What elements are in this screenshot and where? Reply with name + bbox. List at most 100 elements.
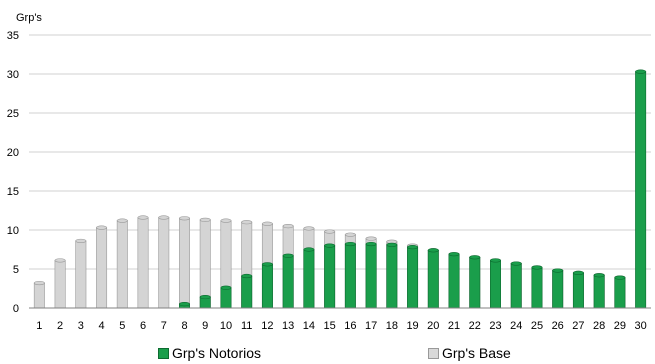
legend-label-notorios: Grp's Notorios	[172, 345, 262, 361]
bar-notorios	[324, 245, 336, 309]
x-tick-label: 19	[406, 320, 418, 332]
y-tick-label: 25	[7, 108, 19, 120]
bar-notorios-top	[552, 268, 564, 273]
bar-notorios	[220, 287, 232, 309]
bar-notorios	[344, 243, 356, 309]
bar-base-top	[241, 220, 253, 225]
x-tick-label: 23	[489, 320, 501, 332]
bar-base	[75, 240, 87, 309]
bar-notorios	[593, 274, 605, 309]
x-tick-label: 6	[140, 320, 146, 332]
x-tick-label: 25	[531, 320, 543, 332]
bar-notorios-top	[261, 262, 273, 267]
bar-base-top	[220, 218, 232, 223]
bar-notorios	[635, 71, 647, 309]
x-tick-label: 3	[78, 320, 84, 332]
x-tick-label: 28	[593, 320, 605, 332]
x-tick-label: 1	[36, 320, 42, 332]
y-tick-label: 5	[13, 264, 19, 276]
x-tick-label: 30	[635, 320, 647, 332]
x-tick-label: 9	[202, 320, 208, 332]
bar-notorios-top	[593, 273, 605, 278]
bar-base-top	[137, 215, 149, 220]
bar-notorios-top	[531, 265, 543, 270]
bar-notorios-top	[448, 252, 460, 257]
bar-base-top	[282, 224, 294, 229]
bars	[33, 69, 647, 309]
bar-notorios	[531, 267, 543, 309]
bar-base-top	[96, 225, 108, 230]
bar-base-top	[199, 217, 211, 222]
bar-notorios	[469, 256, 481, 309]
y-axis-label: Grp's	[16, 12, 42, 24]
x-tick-label: 17	[365, 320, 377, 332]
x-tick-label: 22	[469, 320, 481, 332]
x-tick-label: 7	[161, 320, 167, 332]
x-tick-label: 5	[119, 320, 125, 332]
bar-base	[116, 220, 128, 309]
x-tick-label: 18	[386, 320, 398, 332]
bar-notorios	[365, 243, 377, 309]
legend-item-notorios: Grp's Notorios	[158, 345, 261, 361]
bar-notorios-top	[365, 241, 377, 247]
bar-notorios	[241, 275, 253, 309]
bar-base-top	[116, 218, 128, 223]
x-tick-label: 24	[510, 320, 522, 332]
legend-swatch-base	[428, 347, 439, 359]
bar-notorios-top	[303, 247, 315, 252]
x-tick-label: 15	[324, 320, 336, 332]
x-tick-label: 21	[448, 320, 460, 332]
x-tick-label: 11	[241, 320, 252, 332]
bar-base	[158, 217, 170, 309]
bar-base-top	[33, 280, 45, 286]
bar-notorios-top	[635, 69, 647, 74]
bar-base-top	[344, 232, 356, 237]
bar-notorios-top	[572, 270, 584, 276]
bar-notorios-top	[179, 302, 190, 307]
grid-lines	[29, 34, 651, 270]
bar-notorios	[572, 272, 584, 309]
bar-notorios-top	[427, 248, 439, 253]
bar-notorios	[407, 246, 419, 309]
bar-notorios-top	[220, 285, 232, 290]
bar-notorios	[448, 253, 460, 309]
bar-base-top	[303, 226, 315, 231]
bar-notorios-top	[614, 275, 626, 280]
bar-notorios-top	[490, 258, 501, 263]
x-tick-label: 8	[181, 320, 187, 332]
y-tick-label: 35	[7, 30, 19, 42]
legend-label-base: Grp's Base	[442, 345, 511, 361]
bar-base-top	[75, 238, 87, 244]
bar-base-top	[365, 236, 377, 241]
x-tick-label: 16	[344, 320, 356, 332]
x-tick-label: 13	[282, 320, 294, 332]
bar-notorios	[552, 270, 564, 309]
bar-notorios-top	[324, 243, 336, 248]
bar-base	[96, 227, 108, 309]
x-tick-label: 4	[99, 320, 105, 332]
bar-base	[137, 217, 149, 309]
bar-notorios-top	[282, 253, 294, 258]
x-tick-label: 26	[552, 320, 564, 332]
bar-notorios	[510, 263, 522, 309]
bar-notorios	[261, 264, 273, 309]
bar-base-top	[179, 216, 190, 221]
x-tick-label: 14	[303, 320, 315, 332]
bar-notorios-top	[510, 261, 522, 266]
bar-notorios-top	[241, 273, 253, 279]
x-tick-label: 12	[261, 320, 273, 332]
bar-notorios-top	[344, 241, 356, 247]
bar-notorios	[614, 277, 626, 309]
bar-notorios	[427, 249, 439, 309]
bar-base-top	[158, 215, 170, 220]
bar-base	[54, 260, 66, 309]
bar-base-top	[324, 229, 336, 234]
bar-base-top	[54, 258, 66, 263]
bar-base	[199, 219, 211, 309]
x-tick-label: 29	[614, 320, 626, 332]
bar-notorios-top	[407, 245, 419, 250]
bar-notorios	[282, 255, 294, 309]
bar-base	[179, 218, 190, 309]
bar-notorios	[490, 260, 501, 309]
bar-notorios-top	[199, 294, 211, 300]
